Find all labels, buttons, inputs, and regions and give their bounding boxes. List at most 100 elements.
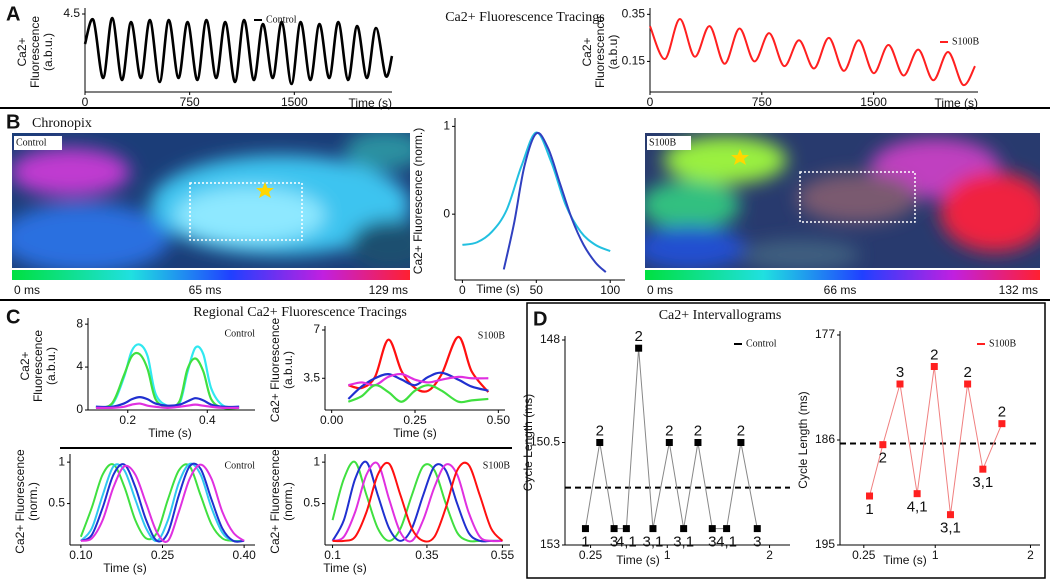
y-axis-label: Ca2+ [580, 37, 594, 66]
point-label: 3 [708, 534, 716, 551]
y-axis-label: (a.b.u.) [44, 347, 58, 385]
point [596, 439, 604, 446]
point-label: 3,1 [972, 474, 993, 491]
map-tag [14, 136, 62, 150]
y-axis-label: (a.b.u.) [41, 33, 55, 71]
colorbar-label: 65 ms [189, 283, 222, 297]
point [622, 525, 630, 533]
activation-map [12, 133, 410, 268]
point [896, 380, 904, 388]
point-label: 2 [930, 346, 938, 363]
y-tick-label: 4.5 [63, 6, 80, 20]
point [964, 380, 972, 388]
y-axis-label: Cycle Length (ms) [521, 394, 535, 491]
y-tick-label: 0 [76, 402, 83, 416]
x-tick-label: 1 [932, 548, 939, 562]
point-label: 4,1 [907, 499, 928, 516]
map-tag [647, 136, 691, 150]
y-axis-label: Ca2+ Fluorescence [268, 317, 282, 422]
heading: Chronopix [32, 116, 92, 131]
series-line [348, 335, 490, 393]
y-tick-label: 1 [443, 119, 450, 133]
x-tick-label: 2 [1027, 548, 1034, 562]
x-axis-label: Time (s) [883, 553, 927, 567]
y-axis-label: (norm.) [26, 482, 40, 521]
y-axis-label: (norm.) [281, 482, 295, 521]
series-line [502, 131, 607, 273]
series-line [95, 402, 240, 410]
x-tick-label: 50 [530, 283, 544, 297]
x-tick-label: 0.35 [415, 548, 439, 562]
point-label: 1 [581, 534, 589, 551]
series-line [331, 460, 503, 543]
x-tick-label: 0.25 [151, 548, 175, 562]
point-label: 3,1 [940, 520, 961, 537]
y-axis-label: (a.b.u) [606, 35, 620, 70]
x-tick-label: 0.55 [491, 548, 515, 562]
annotation: Control [224, 328, 255, 339]
x-axis-label: Time (s) [103, 561, 147, 575]
point [753, 525, 761, 533]
y-tick-label: 4 [76, 359, 83, 373]
series-line [649, 18, 976, 86]
y-tick-label: 3.5 [303, 370, 320, 384]
y-tick-label: 153 [540, 537, 560, 551]
x-tick-label: 2 [766, 548, 773, 562]
y-axis-label: Ca2+ [15, 37, 29, 66]
y-tick-label: 0.5 [303, 496, 320, 510]
legend-label: S100B [989, 338, 1017, 349]
colorbar [645, 270, 1040, 280]
annotation: S100B [478, 330, 506, 341]
series-line [331, 460, 503, 543]
series-line [347, 384, 489, 404]
point [998, 420, 1006, 428]
panel-label: B [6, 111, 20, 133]
y-axis-label: Cycle Length (ms) [796, 391, 810, 488]
y-tick-label: 0.15 [622, 54, 646, 68]
panel-frame [526, 302, 1046, 579]
x-tick-label: 0 [647, 95, 654, 109]
x-axis-label: Time (s) [348, 96, 392, 110]
point [665, 439, 673, 446]
x-tick-label: 1 [664, 548, 671, 562]
point-label: 4,1 [716, 534, 737, 551]
point-label: 2 [634, 328, 642, 345]
x-tick-label: 1500 [860, 95, 887, 109]
y-axis-label: Fluorescence [593, 16, 607, 88]
point [866, 492, 874, 500]
x-tick-label: 0.4 [199, 413, 216, 427]
series-line [332, 461, 504, 543]
point-label: 2 [879, 450, 887, 467]
y-tick-label: 1 [313, 454, 320, 468]
y-tick-label: 0 [443, 206, 450, 220]
point [879, 441, 887, 449]
x-tick-label: 750 [180, 95, 200, 109]
point-label: 2 [694, 422, 702, 439]
y-tick-label: 148 [540, 332, 560, 346]
panel-label: D [533, 308, 547, 330]
series-line [80, 463, 245, 543]
point [979, 465, 987, 473]
point-label: 2 [963, 364, 971, 381]
x-tick-label: 0.1 [324, 548, 341, 562]
point [635, 344, 643, 352]
y-axis-label: Fluorescence [28, 16, 42, 88]
point-label: 3 [753, 534, 761, 551]
annotation: Control [224, 460, 255, 471]
x-axis-label: Time (s) [616, 553, 660, 567]
y-axis-label: Ca2+ Fluorescence [13, 449, 27, 554]
y-tick-label: 8 [76, 316, 83, 330]
y-tick-label: 1 [58, 454, 65, 468]
point-label: 1 [865, 501, 873, 518]
x-tick-label: 0.2 [119, 413, 136, 427]
heading: Ca2+ Intervallograms [659, 308, 782, 323]
series-line [80, 462, 245, 543]
annotation: S100B [483, 460, 511, 471]
map-label: Control [16, 137, 47, 148]
legend-label: S100B [952, 36, 980, 47]
x-tick-label: 0.10 [69, 548, 93, 562]
x-tick-label: 0.00 [320, 413, 344, 427]
y-tick-label: 150.5 [530, 435, 560, 449]
point [946, 511, 954, 519]
